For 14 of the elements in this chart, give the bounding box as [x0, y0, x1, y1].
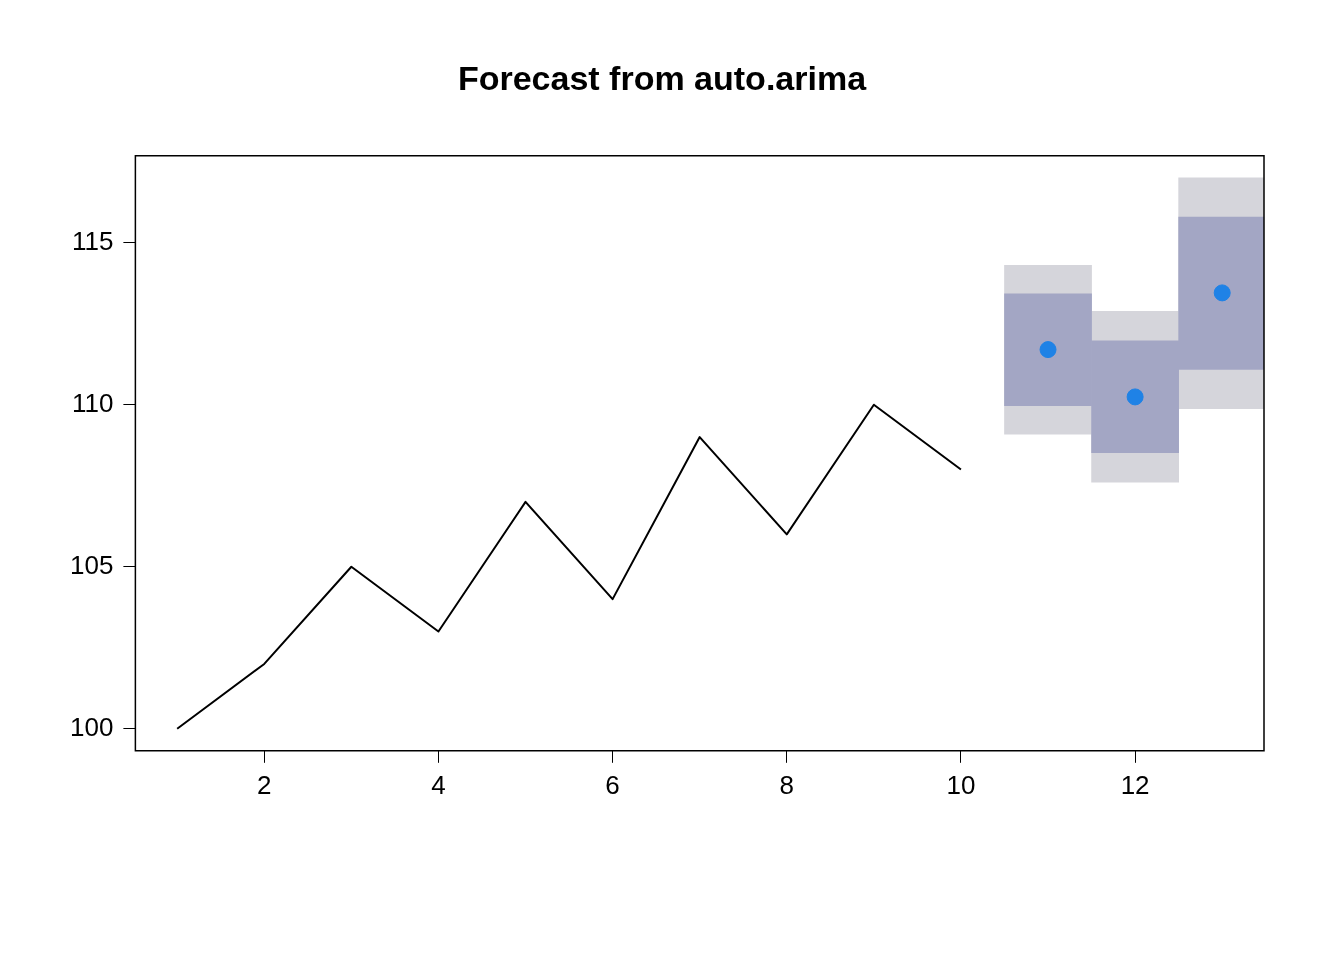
point [1126, 388, 1144, 406]
x-tick-label: 6 [605, 769, 620, 800]
y-tick-label: 105 [69, 549, 114, 580]
y-tick-label: 115 [71, 225, 114, 256]
point [1039, 341, 1057, 359]
x-tick-label: 4 [431, 769, 446, 800]
x-tick-label: 2 [257, 769, 272, 800]
y-tick-label: 100 [69, 711, 114, 742]
x-tick-label: 10 [946, 769, 976, 800]
y-tick-label: 110 [71, 387, 114, 418]
chart-title: Forecast from auto.arima [457, 58, 868, 97]
point [1213, 284, 1231, 302]
x-tick-label: 8 [779, 769, 795, 800]
x-tick-label: 12 [1120, 769, 1150, 800]
